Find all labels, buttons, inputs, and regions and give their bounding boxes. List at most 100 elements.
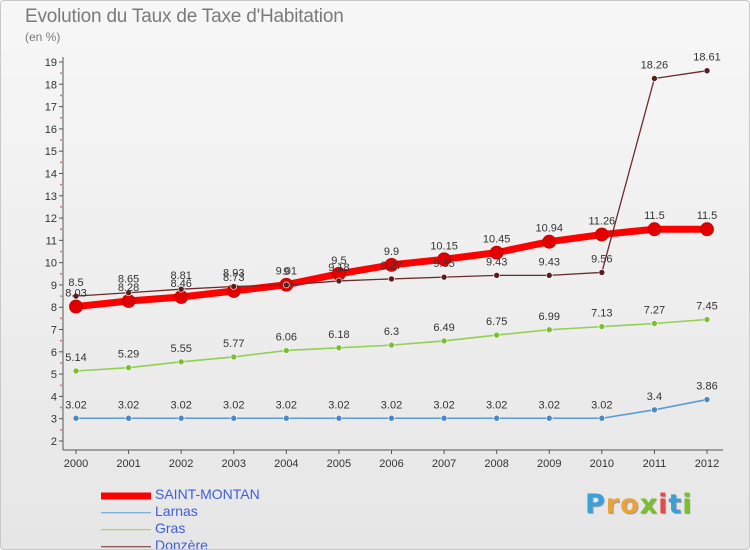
data-point (388, 275, 395, 283)
data-point (177, 414, 185, 422)
y-tick-label: 2 (51, 436, 57, 448)
y-minor-tick (60, 250, 62, 253)
data-point (703, 396, 711, 403)
y-minor-tick (60, 272, 62, 275)
data-point (700, 222, 714, 237)
data-label: 18.26 (641, 59, 669, 71)
data-label: 7.45 (696, 300, 717, 312)
logo-letter: o (620, 489, 640, 520)
y-tick-label: 6 (51, 347, 57, 359)
data-point (230, 353, 238, 361)
data-label: 9.56 (591, 253, 612, 265)
legend-swatch (101, 545, 151, 548)
y-tick-label: 3 (51, 414, 57, 426)
data-label: 3.02 (328, 399, 349, 411)
data-point (69, 299, 83, 314)
data-label: 3.02 (381, 399, 402, 411)
y-tick-label: 8 (51, 302, 57, 314)
x-tick-label: 2005 (327, 458, 351, 470)
data-point (440, 337, 448, 345)
data-label: 3.4 (647, 391, 662, 403)
data-label: 18.61 (693, 52, 721, 64)
data-point (598, 269, 606, 276)
y-minor-tick (60, 72, 62, 75)
legend-swatch (101, 492, 151, 499)
series-3 (72, 67, 711, 300)
logo-letter: P (585, 489, 606, 520)
data-label: 9 (283, 266, 289, 278)
data-point (72, 414, 80, 422)
chart-title: Evolution du Taux de Taxe d'Habitation (25, 6, 344, 27)
legend-label: SAINT-MONTAN (155, 486, 260, 502)
data-label: 8.65 (118, 274, 139, 286)
data-label: 6.99 (539, 311, 560, 323)
y-tick-label: 12 (45, 213, 57, 225)
data-label: 11.26 (588, 216, 615, 228)
data-label: 10.15 (430, 240, 458, 252)
data-label: 9.27 (381, 260, 402, 272)
y-tick-label: 18 (45, 79, 57, 91)
data-label: 3.02 (486, 399, 507, 411)
y-minor-tick (60, 362, 62, 364)
proxiti-logo: Proxiti (585, 489, 693, 520)
y-tick-label: 7 (51, 325, 57, 337)
logo-letter: i (658, 489, 669, 520)
data-point (651, 320, 658, 327)
x-tick-label: 2011 (643, 458, 667, 470)
data-label: 6.49 (433, 322, 454, 334)
y-tick-label: 10 (45, 258, 57, 270)
data-point (177, 285, 185, 293)
x-tick-label: 2012 (695, 458, 719, 470)
y-minor-tick (60, 94, 62, 97)
data-label: 3.02 (276, 399, 297, 411)
y-minor-tick (60, 406, 62, 409)
legend-swatch (101, 528, 151, 531)
data-point (177, 358, 185, 366)
data-label: 3.02 (433, 399, 454, 411)
data-point (651, 75, 658, 82)
data-label: 6.3 (384, 326, 399, 338)
unit-label: (en %) (25, 30, 61, 44)
logo-letter: i (682, 489, 693, 520)
data-point (598, 414, 606, 422)
y-tick-label: 11 (46, 235, 57, 247)
data-label: 9.9 (384, 246, 399, 258)
data-label: 3.02 (539, 399, 560, 411)
x-tick-label: 2000 (64, 458, 88, 470)
data-label: 6.06 (276, 331, 297, 343)
data-label: 6.75 (486, 316, 507, 328)
data-point (335, 414, 343, 422)
data-label: 3.02 (118, 399, 139, 411)
series-0 (69, 222, 714, 314)
y-minor-tick (60, 339, 62, 342)
y-minor-tick (60, 116, 62, 119)
data-point (121, 294, 136, 308)
y-tick-label: 16 (45, 124, 57, 136)
logo-letter: r (605, 489, 621, 520)
data-point (493, 414, 500, 422)
data-point (335, 344, 343, 352)
data-point (545, 326, 553, 334)
data-label: 7.27 (644, 305, 665, 317)
data-point (230, 283, 238, 290)
data-point (647, 222, 662, 237)
data-label: 9.5 (331, 255, 346, 267)
legend-label: Donzère (155, 537, 208, 550)
data-label: 5.29 (118, 349, 139, 361)
data-point (440, 414, 448, 422)
y-minor-tick (60, 139, 62, 141)
x-tick-label: 2009 (537, 458, 561, 470)
data-point (440, 273, 448, 281)
data-point (545, 272, 553, 279)
data-point (542, 234, 557, 249)
x-tick-label: 2007 (432, 458, 456, 470)
y-minor-tick (60, 228, 62, 231)
data-label: 9.35 (433, 258, 454, 270)
y-minor-tick (60, 161, 62, 164)
data-point (703, 67, 711, 74)
data-label: 9.18 (328, 262, 349, 274)
y-tick-label: 14 (45, 168, 57, 180)
data-point (384, 257, 399, 272)
